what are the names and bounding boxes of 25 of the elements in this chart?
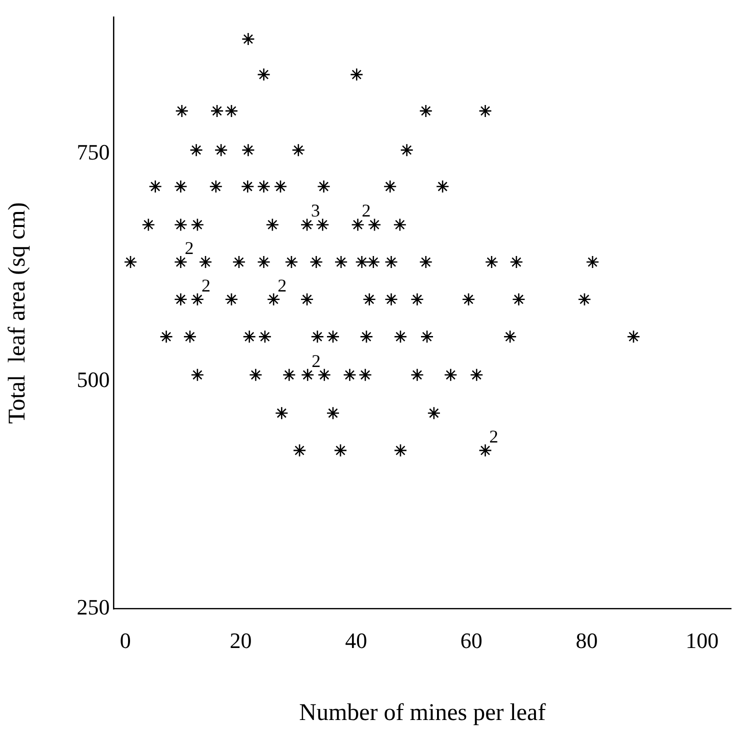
point (351, 218, 364, 232)
annotation: 2 (489, 426, 498, 446)
x-tick-label: 20 (230, 628, 252, 653)
x-axis-title: Number of mines per leaf (299, 700, 546, 726)
point (266, 292, 280, 306)
point (300, 218, 314, 232)
annotation: 2 (312, 350, 321, 371)
annotation: 2 (201, 275, 210, 296)
y-tick-label: 250 (76, 594, 110, 620)
annotation: 2 (278, 275, 287, 296)
x-tick-label: 0 (120, 628, 131, 653)
point (190, 292, 204, 306)
y-axis-title: Total leaf area (sq cm) (4, 202, 31, 424)
x-tick-label: 40 (345, 628, 368, 653)
point (478, 444, 492, 458)
y-tick-label: 750 (76, 140, 110, 165)
point (300, 368, 314, 382)
annotation: 2 (362, 200, 371, 221)
x-tick-label: 100 (686, 628, 719, 653)
annotation: 3 (311, 200, 320, 221)
y-tick-label: 500 (76, 367, 110, 392)
x-tick-label: 60 (460, 628, 482, 653)
annotation: 2 (184, 238, 194, 258)
x-tick-label: 80 (576, 628, 598, 653)
point (174, 255, 188, 269)
